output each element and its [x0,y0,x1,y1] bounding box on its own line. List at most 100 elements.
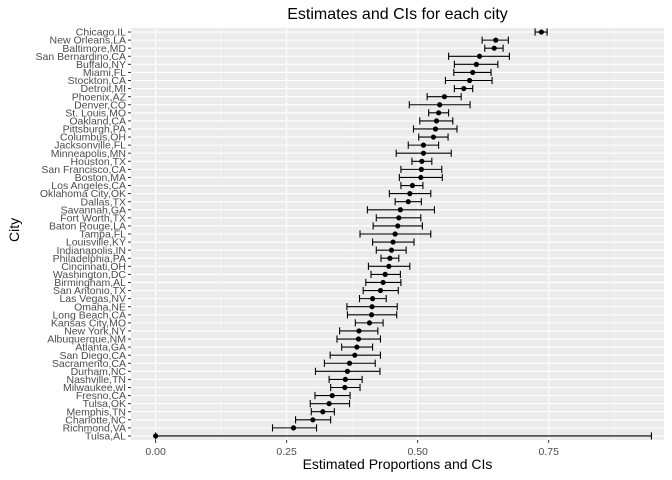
y-tick-label: Baton Rouge,LA [49,221,126,233]
estimate-point [382,271,388,277]
y-tick-label: Memphis,TN [66,406,126,418]
y-tick-label: Sacramento,CA [52,358,126,370]
estimate-point [396,215,402,221]
estimate-point [418,166,424,172]
y-tick-label: Indianapolis,IN [57,245,126,257]
estimate-point [344,368,351,374]
y-tick-label: Kansas City,MO [51,317,126,329]
estimate-point [476,53,483,59]
estimate-point [290,425,297,431]
y-tick-label: San Francisco,CA [41,164,126,176]
estimate-point [407,191,413,197]
estimate-point [310,417,316,423]
estimate-point [352,352,358,358]
estimate-point [420,150,427,156]
estimate-point [380,279,386,286]
estimate-point [461,85,467,92]
estimate-point [354,344,360,350]
estimate-point [369,304,375,310]
estimate-point [493,37,499,43]
x-tick-label: 0.00 [145,446,166,458]
estimate-point [433,118,440,124]
y-tick-label: Baltimore,MD [62,43,126,55]
y-tick-label: Stockton,CA [68,75,126,87]
y-tick-label: Pittsburgh,PA [63,124,126,136]
estimate-point [329,392,335,399]
estimate-point [430,134,437,140]
y-tick-label: Savannah,GA [61,204,126,216]
estimate-point [368,312,375,318]
y-tick-label: Los Angeles,CA [51,180,126,192]
estimate-point [346,360,353,366]
y-tick-label: Omaha,NE [74,301,126,313]
y-tick-label: Miami,FL [83,67,126,79]
estimate-point [356,328,362,334]
estimate-point [395,223,401,229]
estimate-point [432,126,439,132]
data-marks [153,28,652,440]
estimate-point [418,174,424,181]
estimate-point [342,376,348,383]
estimate-point [342,384,348,391]
estimate-point [320,409,326,415]
x-tick-label: 0.75 [538,446,559,458]
y-tick-label: Tulsa,OK [83,398,126,410]
estimate-point [386,263,392,269]
y-tick-label: Nashville,TN [66,374,126,386]
x-axis-title: Estimated Proportions and CIs [302,456,493,472]
chart-title: Estimates and CIs for each city [287,6,508,23]
y-tick-label: New York,NY [64,326,126,338]
y-tick-label: San Diego,CA [59,350,126,362]
estimate-point [437,102,443,108]
estimate-point [355,336,362,342]
y-tick-label: Oklahoma City,OK [40,188,126,200]
y-tick-label: Dallas,TX [80,196,126,208]
estimate-point [392,231,398,237]
estimate-point [441,94,448,100]
y-tick-label: St. Louis,MO [65,107,126,119]
y-tick-label: Louisville,KY [66,237,126,249]
y-tick-label: Las Vegas,NV [59,293,126,305]
y-tick-label: San Bernardino,CA [36,51,126,63]
estimate-point [326,401,332,407]
y-tick-label: Phoenix,AZ [72,91,127,103]
y-tick-label: Columbus,OH [60,132,126,144]
y-tick-label: Minneapolis,MN [51,148,126,160]
y-tick-label: Richmond,VA [63,422,126,434]
y-tick-label: Fort Worth,TX [60,212,126,224]
y-tick-label: Albuquerque,NM [47,334,126,346]
estimate-point [390,239,396,245]
y-tick-label: Boston,MA [75,172,126,184]
y-tick-label: Houston,TX [71,156,126,168]
estimate-point [366,320,373,326]
estimate-point [419,158,425,164]
y-tick-label: Tampa,FL [79,229,126,241]
x-axis: 0.00 0.25 0.50 0.75 [145,440,559,458]
y-tick-label: San Antonio,TX [53,285,126,297]
x-tick-label: 0.50 [407,446,428,458]
y-tick-label: Oakland,CA [69,116,126,128]
estimate-point [409,182,416,189]
estimate-point [538,29,544,35]
y-tick-label: Atlanta,GA [75,342,126,354]
y-tick-label: Birmingham,AL [54,277,126,289]
estimate-point [466,77,473,84]
y-tick-label: Fresno,CA [76,390,126,402]
estimate-point [388,247,395,253]
estimate-point [405,199,411,205]
y-tick-label: Durham,NC [71,366,127,378]
y-tick-label: Denver,CO [74,99,126,111]
estimate-point [387,255,393,261]
estimate-point [436,110,442,116]
estimate-point [491,45,497,51]
estimate-point [370,296,376,302]
estimate-point [397,207,403,213]
y-tick-label: Long Beach,CA [52,309,126,321]
estimate-point [153,433,159,439]
y-tick-label: Buffalo,NY [76,59,126,71]
y-tick-label: Washington,DC [53,269,127,281]
y-tick-label: Chicago,IL [76,27,126,39]
y-tick-label: Philadelphia,PA [53,253,126,265]
